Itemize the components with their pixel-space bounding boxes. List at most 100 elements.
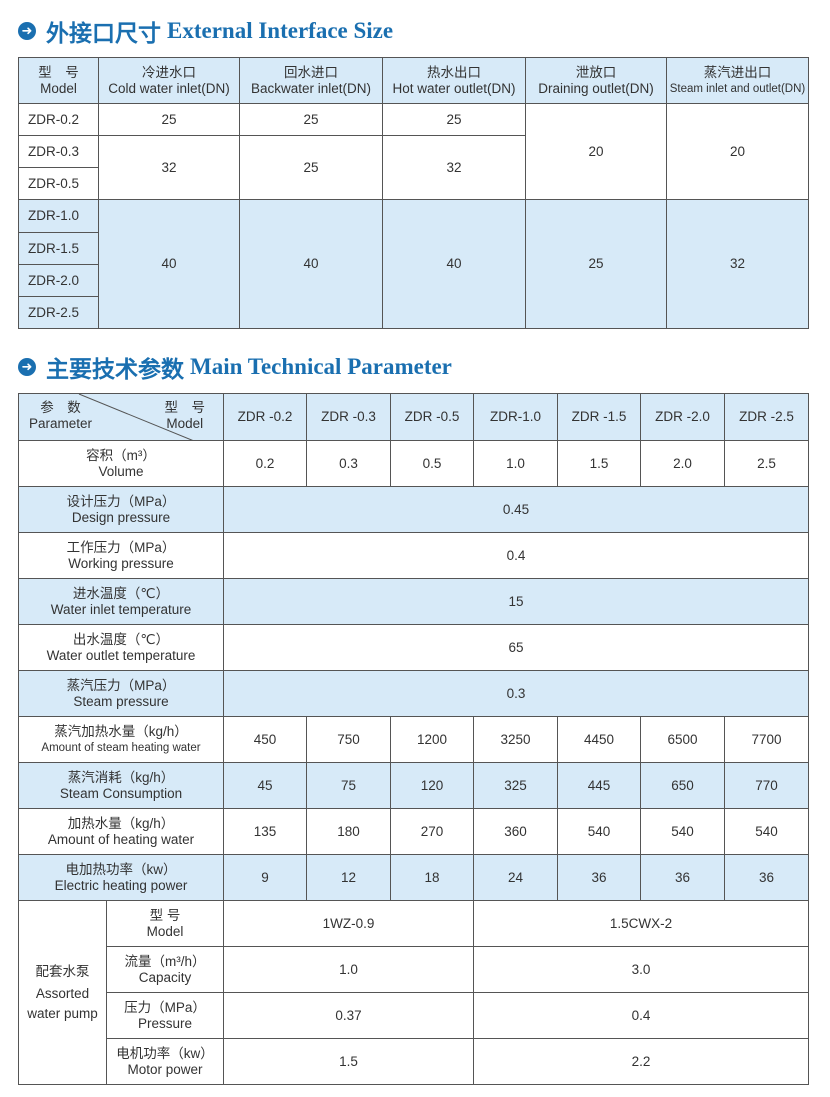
value-cell: 36: [557, 854, 641, 901]
parameter-label: 电加热功率（kw） Electric heating power: [18, 854, 224, 901]
table-row: 蒸汽压力（MPa） Steam pressure 0.3: [18, 670, 809, 717]
value-cell: 36: [724, 854, 809, 901]
value-cell: 2.5: [724, 440, 809, 487]
header-cell: 蒸汽进出口 Steam inlet and outlet(DN): [666, 57, 809, 104]
value-cell: 540: [724, 808, 809, 855]
parameter-label: 加热水量（kg/h） Amount of heating water: [18, 808, 224, 855]
value-cell: 1.0: [473, 440, 558, 487]
pump-parameter-label: 型 号 Model: [106, 900, 224, 947]
title-en: External Interface Size: [167, 18, 394, 43]
value-cell: 0.3: [223, 670, 809, 717]
model-header: ZDR -0.2: [223, 393, 307, 441]
value-cell: 325: [473, 762, 558, 809]
model-cell: ZDR-0.2: [18, 103, 99, 136]
value-cell: 270: [390, 808, 474, 855]
value-cell: 360: [473, 808, 558, 855]
table-row: 容积（m³） Volume 0.2 0.3 0.5 1.0 1.5 2.0 2.5: [18, 440, 809, 487]
pump-row: 流量（m³/h） Capacity 1.0 3.0: [19, 946, 809, 993]
pump-label: 配套水泵 Assorted water pump: [18, 900, 107, 1085]
value-cell: 0.4: [223, 532, 809, 579]
value-cell: 2.0: [640, 440, 725, 487]
model-cell: ZDR-1.0: [18, 199, 99, 233]
value-cell: 1WZ-0.9: [223, 900, 474, 947]
arrow-right-circle-icon: ➜: [18, 358, 36, 376]
value-cell: 75: [306, 762, 391, 809]
header-cell: 回水进口 Backwater inlet(DN): [239, 57, 383, 104]
value-cell: 770: [724, 762, 809, 809]
model-header: ZDR-1.0: [473, 393, 558, 441]
value-cell: 0.45: [223, 486, 809, 533]
value-cell: 25: [382, 103, 526, 136]
parameter-label: 蒸汽加热水量（kg/h） Amount of steam heating wate…: [18, 716, 224, 763]
value-cell: 1.0: [223, 946, 474, 993]
parameter-label: 蒸汽压力（MPa） Steam pressure: [18, 670, 224, 717]
pump-parameter-label: 流量（m³/h） Capacity: [106, 946, 224, 993]
value-cell: 15: [223, 578, 809, 625]
table-row: 进水温度（℃） Water inlet temperature 15: [18, 578, 809, 625]
value-cell: 32: [382, 135, 526, 200]
value-cell: 450: [223, 716, 307, 763]
diagonal-line: [78, 394, 195, 441]
arrow-right-circle-icon: ➜: [18, 22, 36, 40]
value-cell: 180: [306, 808, 391, 855]
value-cell: 32: [98, 135, 240, 200]
pump-row: 配套水泵 Assorted water pump 型 号 Model 1WZ-0.9 1.5…: [18, 900, 809, 1085]
value-cell: 25: [98, 103, 240, 136]
title-en: Main Technical Parameter: [190, 354, 452, 379]
value-cell: 32: [666, 199, 809, 329]
value-cell: 0.37: [223, 992, 474, 1039]
model-cell: ZDR-2.0: [18, 264, 99, 297]
table-row: 加热水量（kg/h） Amount of heating water 135 180 2…: [18, 808, 809, 855]
table-row: 设计压力（MPa） Design pressure 0.45: [18, 486, 809, 533]
value-cell: 1200: [390, 716, 474, 763]
value-cell: 36: [640, 854, 725, 901]
value-cell: 3.0: [473, 946, 809, 993]
table-header-row: 参 数 Parameter 型 号 Model ZDR -0.2 ZDR -0.3 …: [18, 393, 809, 441]
technical-parameter-table: 参 数 Parameter 型 号 Model ZDR -0.2 ZDR -0.3 …: [18, 393, 809, 1085]
value-cell: 7700: [724, 716, 809, 763]
title-cn: 外接口尺寸: [46, 21, 161, 46]
value-cell: 0.4: [473, 992, 809, 1039]
value-cell: 0.5: [390, 440, 474, 487]
value-cell: 0.3: [306, 440, 391, 487]
value-cell: 445: [557, 762, 641, 809]
header-cell: 热水出口 Hot water outlet(DN): [382, 57, 526, 104]
title-cn: 主要技术参数: [46, 357, 184, 382]
model-cell: ZDR-0.5: [18, 167, 99, 200]
value-cell: 20: [666, 103, 809, 200]
parameter-label: 容积（m³） Volume: [18, 440, 224, 487]
model-header: ZDR -1.5: [557, 393, 641, 441]
model-cell: ZDR-1.5: [18, 232, 99, 265]
table-row: 电加热功率（kw） Electric heating power 9 12 18 24 36…: [18, 854, 809, 901]
value-cell: 3250: [473, 716, 558, 763]
table-row: ZDR-0.5: [18, 167, 809, 200]
value-cell: 24: [473, 854, 558, 901]
value-cell: 40: [382, 199, 526, 329]
pump-parameter-label: 压力（MPa） Pressure: [106, 992, 224, 1039]
value-cell: 9: [223, 854, 307, 901]
value-cell: 20: [525, 103, 667, 200]
value-cell: 2.2: [473, 1038, 809, 1085]
value-cell: 25: [239, 135, 383, 200]
pump-row: 压力（MPa） Pressure 0.37 0.4: [19, 992, 809, 1039]
value-cell: 12: [306, 854, 391, 901]
header-cell: 冷进水口 Cold water inlet(DN): [98, 57, 240, 104]
value-cell: 0.2: [223, 440, 307, 487]
table-row: 工作压力（MPa） Working pressure 0.4: [18, 532, 809, 579]
table-row: 出水温度（℃） Water outlet temperature 65: [18, 624, 809, 671]
value-cell: 40: [239, 199, 383, 329]
value-cell: 135: [223, 808, 307, 855]
model-header: ZDR -0.3: [306, 393, 391, 441]
table-row: ZDR-0.3 32 25 32: [18, 135, 809, 200]
header-cell: 泄放口 Draining outlet(DN): [525, 57, 667, 104]
model-header: ZDR -2.0: [640, 393, 725, 441]
value-cell: 650: [640, 762, 725, 809]
value-cell: 18: [390, 854, 474, 901]
header-cell: 型 号 Model: [18, 57, 99, 104]
value-cell: 25: [525, 199, 667, 329]
value-cell: 1.5CWX-2: [473, 900, 809, 947]
value-cell: 540: [557, 808, 641, 855]
model-header: ZDR -2.5: [724, 393, 809, 441]
value-cell: 1.5: [223, 1038, 474, 1085]
value-cell: 65: [223, 624, 809, 671]
